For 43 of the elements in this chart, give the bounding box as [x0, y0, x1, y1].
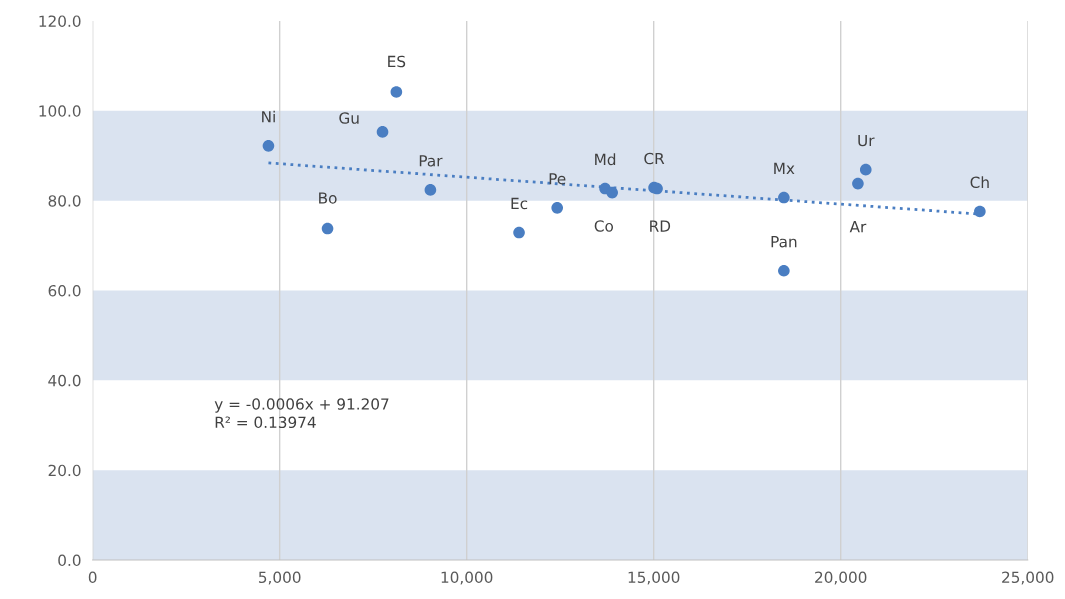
point	[859, 163, 872, 176]
annotation: Ch	[970, 176, 989, 189]
y-tick-label: 20.0	[48, 464, 81, 477]
annotation: ES	[388, 55, 406, 68]
y-tick-label: 80.0	[48, 195, 81, 207]
point	[376, 126, 389, 138]
point	[390, 86, 403, 98]
x-tick-label: 15,000	[628, 571, 680, 585]
annotation: CR	[644, 152, 665, 165]
point	[551, 202, 564, 214]
annotation: y = -0.0006x + 91.207 R² = 0.13974	[214, 398, 389, 429]
x-tick-label: 5,000	[258, 571, 301, 585]
annotation: Co	[594, 220, 614, 232]
annotation: Md	[595, 153, 616, 166]
point	[262, 140, 275, 152]
annotation: Pan	[771, 236, 797, 248]
y-tick-label: 60.0	[48, 284, 81, 297]
x-tick-label: 10,000	[441, 571, 493, 585]
x-tick-label: 25,000	[1002, 571, 1054, 585]
y-tick-label: 0.0	[58, 554, 81, 567]
point	[778, 191, 790, 204]
y-tick-label: 100.0	[39, 105, 81, 117]
y-tick-label: 40.0	[48, 374, 81, 387]
annotation: Pe	[549, 173, 566, 185]
annotation: Par	[419, 155, 443, 167]
annotation: Ni	[262, 110, 275, 123]
point	[606, 186, 618, 199]
x-tick-label: 20,000	[815, 571, 867, 585]
annotation: Ar	[849, 221, 867, 233]
annotation: Bo	[319, 192, 337, 204]
annotation: Ur	[858, 134, 875, 147]
annotation: RD	[650, 220, 671, 232]
point	[513, 226, 525, 239]
annotation: Ec	[511, 197, 528, 210]
annotation: Mx	[774, 162, 795, 174]
point	[974, 205, 986, 218]
point	[778, 264, 790, 277]
annotation: Gu	[339, 112, 359, 124]
y-tick-label: 120.0	[39, 15, 81, 27]
point	[852, 177, 864, 190]
point	[321, 222, 334, 235]
point	[424, 184, 437, 196]
x-tick-label: 0	[88, 571, 97, 583]
